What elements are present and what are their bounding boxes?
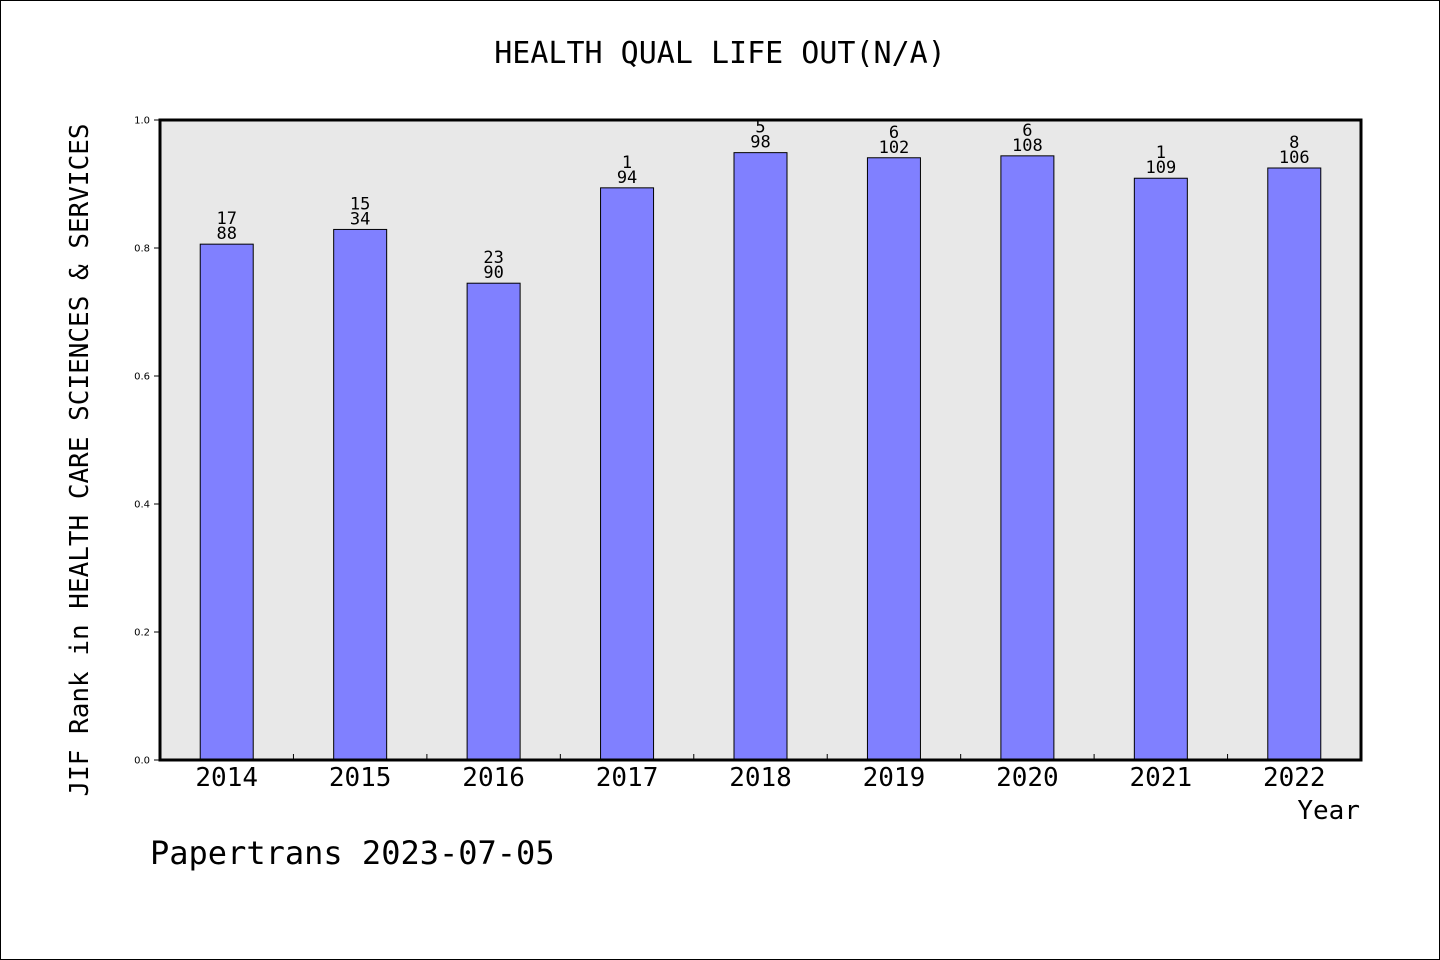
bar xyxy=(733,152,788,761)
x-tick-label: 2022 xyxy=(1263,763,1326,793)
bar-rank-label: 1 xyxy=(1156,143,1166,163)
footer-note: Papertrans 2023-07-05 xyxy=(150,834,555,872)
bar-total-label: 106 xyxy=(1279,148,1310,168)
bar xyxy=(1000,155,1055,761)
x-tick-label: 2018 xyxy=(729,763,792,793)
y-tick-label: 1.0 xyxy=(134,116,150,127)
bar xyxy=(333,228,388,761)
bar xyxy=(199,243,254,761)
bar-rank-label: 6 xyxy=(1022,121,1032,141)
bar-total-label: 90 xyxy=(483,263,503,283)
y-tick-label: 0.6 xyxy=(134,372,150,383)
chart-title: HEALTH QUAL LIFE OUT(N/A) xyxy=(494,36,946,71)
bar-rank-label: 8 xyxy=(1289,133,1299,153)
y-tick-label: 0.4 xyxy=(134,500,150,511)
bar-total-label: 94 xyxy=(617,168,637,188)
bar xyxy=(1267,167,1322,761)
bar xyxy=(466,282,521,761)
bar-rank-label: 6 xyxy=(889,123,899,143)
bar-rank-label: 23 xyxy=(483,248,503,268)
bar-rank-label: 1 xyxy=(622,153,632,173)
x-tick-label: 2021 xyxy=(1130,763,1193,793)
x-tick-label: 2020 xyxy=(996,763,1059,793)
bar-rank-label: 5 xyxy=(755,118,765,138)
plot-border xyxy=(158,118,1363,762)
x-tick-label: 2019 xyxy=(863,763,926,793)
bar-rank-label: 17 xyxy=(216,209,236,229)
x-tick-label: 2015 xyxy=(329,763,392,793)
bar xyxy=(600,187,655,761)
bar-total-label: 88 xyxy=(216,224,236,244)
x-tick-label: 2014 xyxy=(195,763,258,793)
bar-total-label: 102 xyxy=(879,138,910,158)
bar-rank-label: 15 xyxy=(350,194,370,214)
x-tick-label: 2016 xyxy=(462,763,525,793)
y-tick-label: 0.8 xyxy=(134,244,150,255)
x-tick-label: 2017 xyxy=(596,763,659,793)
bar xyxy=(1133,177,1188,761)
ticks-layer: 0.0 0.2 0.4 0.6 0.8 1.0 2014 2015 2016 2017 2018 20… xyxy=(134,116,1325,794)
bar-total-label: 108 xyxy=(1012,136,1043,156)
bar xyxy=(866,157,921,761)
bar-total-label: 34 xyxy=(350,209,370,229)
bar-total-label: 109 xyxy=(1145,158,1176,178)
bar-total-label: 98 xyxy=(750,133,770,153)
y-tick-label: 0.0 xyxy=(134,756,150,767)
y-tick-label: 0.2 xyxy=(134,628,150,639)
x-axis-title: Year xyxy=(1297,796,1360,826)
